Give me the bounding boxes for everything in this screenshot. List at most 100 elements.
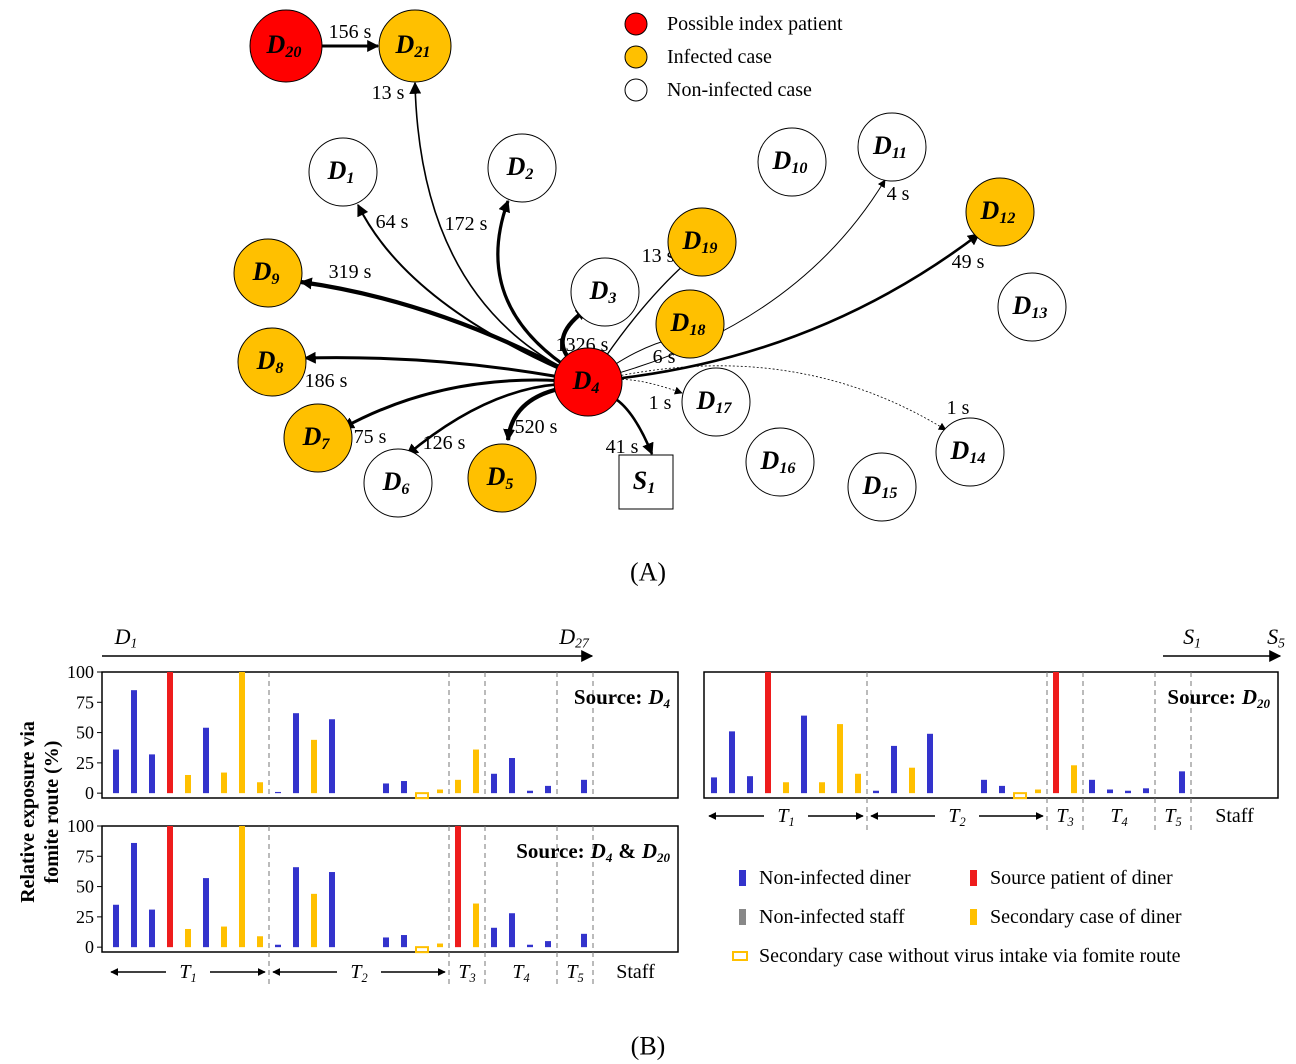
label-name: D <box>1012 291 1032 320</box>
label-name: T <box>512 961 525 983</box>
edge <box>299 277 563 371</box>
bar <box>729 731 735 794</box>
edge-label: 4 s <box>887 183 910 205</box>
y-tick-label: 50 <box>76 877 94 897</box>
bar <box>383 783 389 794</box>
edge <box>406 383 559 456</box>
label-name: S <box>633 466 647 495</box>
label-name: D <box>590 839 606 863</box>
bar <box>311 893 317 948</box>
edge-label: 1 s <box>947 397 970 419</box>
edge-label: 186 s <box>305 370 348 392</box>
label-index: 17 <box>715 399 732 416</box>
legend-swatch <box>970 870 977 886</box>
bar-outline <box>1013 792 1027 800</box>
y-tick-label: 0 <box>85 937 94 957</box>
range-label: D1 <box>114 624 138 651</box>
node-label: D10 <box>772 146 808 177</box>
label-index: 5 <box>505 475 513 492</box>
bar <box>239 672 245 794</box>
node-label: D14 <box>950 436 986 467</box>
bar <box>311 739 317 794</box>
bar <box>1179 771 1185 794</box>
legend-swatch <box>624 78 648 102</box>
label-index: 18 <box>689 321 705 338</box>
bar <box>293 713 299 794</box>
bar <box>1107 789 1113 794</box>
bar <box>185 928 191 948</box>
bar <box>1089 779 1095 794</box>
legend-swatch <box>739 909 746 925</box>
bar <box>999 785 1005 794</box>
legend-label: Non-infected case <box>667 79 812 101</box>
y-axis-label: Relative exposure via <box>17 721 39 903</box>
label-text: Source: <box>1167 685 1235 709</box>
edge-label: 172 s <box>445 213 488 235</box>
node-label: D7 <box>302 422 331 453</box>
node <box>308 137 378 207</box>
edge-label: 13 s <box>372 82 405 104</box>
label-name: D <box>670 308 690 337</box>
label-index: 6 <box>401 480 410 497</box>
edge <box>612 396 654 456</box>
edge <box>503 386 560 442</box>
label-name: T <box>1056 805 1069 827</box>
label-index: 1 <box>647 479 655 496</box>
node <box>847 452 917 522</box>
legend-label: Non-infected staff <box>759 906 905 928</box>
label-index: 1 <box>131 635 138 650</box>
label-name: D <box>302 422 322 451</box>
node <box>233 238 303 308</box>
bar <box>149 909 155 948</box>
y-tick-label: 50 <box>76 723 94 743</box>
range-label: S5 <box>1267 624 1285 651</box>
legend-label: Secondary case without virus intake via … <box>759 945 1181 967</box>
bar <box>167 826 173 948</box>
node-label: D2 <box>506 152 534 183</box>
node-label: D17 <box>696 386 733 417</box>
edge-label: 75 s <box>354 426 387 448</box>
label-name: S <box>1267 624 1278 649</box>
bar <box>1035 789 1041 794</box>
bar <box>855 773 861 794</box>
edge-label: 156 s <box>329 21 372 43</box>
bar <box>765 672 771 794</box>
group-label: T1 <box>179 961 196 985</box>
bar <box>275 944 281 948</box>
bar <box>1053 672 1059 794</box>
node-label: D15 <box>862 471 898 502</box>
bar <box>509 913 515 948</box>
label-index: 2 <box>524 165 533 182</box>
node <box>655 289 725 359</box>
label-name: T <box>948 805 961 827</box>
node-label: D16 <box>760 446 797 477</box>
node <box>935 417 1005 487</box>
node <box>965 177 1035 247</box>
label-text: Source: <box>516 839 584 863</box>
label-index: 15 <box>881 484 897 501</box>
node <box>618 454 674 510</box>
label-index: 21 <box>413 43 430 60</box>
bar <box>783 782 789 794</box>
group-label: Staff <box>616 961 655 983</box>
label-name: D <box>872 131 892 160</box>
legend-swatch <box>739 870 746 886</box>
chart-title: Source: D4 & D20 <box>516 839 670 865</box>
bar <box>491 773 497 794</box>
label-name: D <box>696 386 716 415</box>
edge-label: 319 s <box>329 261 372 283</box>
label-index: 8 <box>275 359 283 376</box>
bar <box>257 936 263 948</box>
label-name: D <box>486 462 506 491</box>
bar <box>401 935 407 948</box>
label-name: S <box>1183 624 1194 649</box>
label-name: D <box>647 685 663 709</box>
edge <box>616 179 886 375</box>
node-label: D8 <box>256 346 284 377</box>
node <box>667 207 737 277</box>
label-index: 10 <box>791 159 807 176</box>
y-tick-label: 25 <box>76 753 94 773</box>
label-index: 4 <box>1121 815 1127 829</box>
edge-label: 49 s <box>952 251 985 273</box>
